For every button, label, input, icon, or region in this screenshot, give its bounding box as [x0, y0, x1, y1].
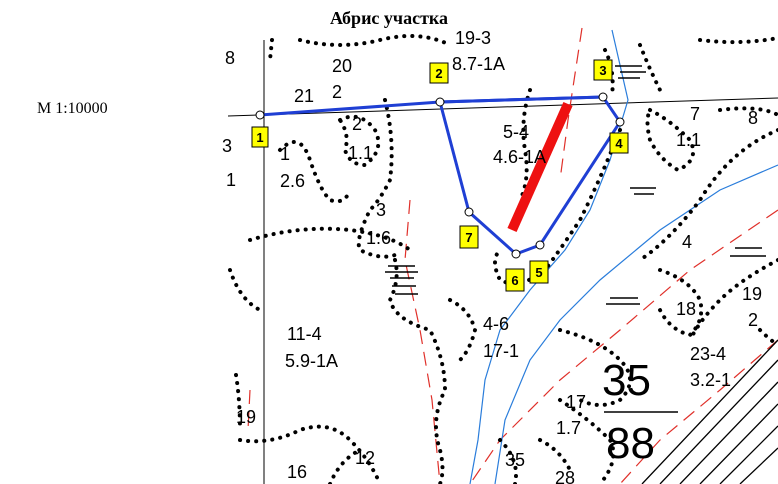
- map-label: 28: [555, 468, 575, 484]
- map-label: 1.6: [366, 228, 391, 248]
- svg-text:2: 2: [435, 66, 442, 81]
- map-label: 1.1: [348, 143, 373, 163]
- svg-text:6: 6: [511, 273, 518, 288]
- red-dashed-line: [247, 389, 251, 431]
- map-label: 5.9-1А: [285, 351, 338, 371]
- map-label: 3.2-1: [690, 370, 731, 390]
- point-marker-2: 2: [429, 62, 449, 84]
- red-dashed-line: [469, 209, 778, 484]
- vertex-markers: [255, 92, 625, 259]
- svg-text:4: 4: [615, 136, 623, 151]
- point-marker-4: 4: [609, 132, 629, 154]
- point-marker-1: 1: [251, 126, 269, 148]
- map-label: 3: [222, 136, 232, 156]
- svg-text:3: 3: [599, 63, 606, 78]
- map-label: 35: [505, 450, 525, 470]
- map-label: 1: [280, 144, 290, 164]
- map-label: 18: [676, 299, 696, 319]
- map-label: 17: [566, 392, 586, 412]
- map-label: 2: [332, 82, 342, 102]
- map-label: 19: [742, 284, 762, 304]
- river-line: [494, 164, 778, 484]
- map-label: 2: [352, 114, 362, 134]
- map-label: 16: [287, 462, 307, 482]
- hatch-area: [641, 339, 778, 484]
- map-grid-line: [227, 97, 778, 117]
- red-dashed-line: [559, 27, 583, 181]
- page-title: Абрис участка: [329, 8, 449, 28]
- map-label: 11-4: [287, 324, 322, 344]
- svg-text:1: 1: [256, 130, 263, 145]
- point-marker-6: 6: [505, 268, 525, 292]
- map-label: 20: [332, 56, 352, 76]
- map-label: 1.1: [676, 130, 701, 150]
- map-label: 88: [606, 419, 655, 468]
- svg-text:5: 5: [535, 265, 542, 280]
- map-label: 19: [236, 407, 256, 427]
- map-label: 23-4: [690, 344, 726, 364]
- point-marker-7: 7: [459, 225, 479, 249]
- map-label: 3: [376, 200, 386, 220]
- map-label: 19-3: [455, 28, 491, 48]
- map-label: 1.7: [556, 418, 581, 438]
- map-labels: 19-3 8.7-1А 20 2 21 8 2 1.1 1 2.6 3 1.6 …: [222, 28, 762, 484]
- red-dashed-line: [619, 339, 778, 484]
- map-label: 7: [690, 104, 700, 124]
- map-label: 4.6-1А: [493, 147, 546, 167]
- map-label: 21: [294, 86, 314, 106]
- map-label: 17-1: [483, 341, 519, 361]
- map-label: 8: [748, 108, 758, 128]
- dotted-contours: [228, 34, 778, 484]
- map-label: 2: [748, 310, 758, 330]
- map-label: 4-6: [483, 314, 509, 334]
- map-label: 2.6: [280, 171, 305, 191]
- map-label: 35: [602, 356, 651, 405]
- map-label: 5-4: [503, 122, 529, 142]
- point-marker-5: 5: [529, 260, 549, 284]
- map-label: 8: [225, 48, 235, 68]
- svg-text:7: 7: [465, 230, 472, 245]
- map-scale: М 1:10000: [37, 100, 108, 117]
- map-label: 8.7-1А: [452, 54, 505, 74]
- wetland-marks: [385, 65, 766, 305]
- map-label: 1: [226, 170, 236, 190]
- map-label: 12: [355, 448, 375, 468]
- direction-arrow: [507, 101, 573, 233]
- point-marker-3: 3: [593, 59, 613, 81]
- map-label: 4: [682, 232, 692, 252]
